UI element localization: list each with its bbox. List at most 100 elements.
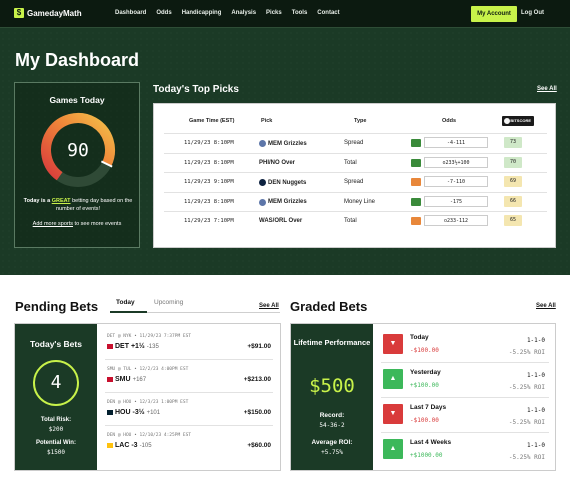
pick-time: 11/29/23 9:10PM (184, 179, 234, 185)
add-more-sports-link[interactable]: Add more sports (32, 221, 74, 227)
team-logo-icon (107, 344, 113, 349)
top-picks-see-all[interactable]: See All (537, 86, 557, 92)
top-picks-table: Game Time (EST) Pick Type Odds BITSCORE … (153, 103, 556, 248)
bet-meta: DEN @ HOU • 12/10/23 4:25PM EST (107, 433, 191, 438)
nav-link-analysis[interactable]: Analysis (231, 10, 257, 16)
bitscore-value: 66 (504, 195, 522, 207)
pending-bet-row[interactable]: SMU @ TUL • 12/2/23 4:00PM EST SMU +167 +$2… (105, 367, 273, 395)
tab-upcoming[interactable]: Upcoming (154, 299, 184, 306)
pick-odds[interactable]: -7-110 (424, 176, 488, 187)
bitscore-logo: BITSCORE (502, 116, 534, 126)
sportsbook-icon (411, 217, 421, 225)
arrow-up-icon: ▲ (383, 369, 403, 389)
add-sports-text: Add more sports to see more events (15, 221, 139, 227)
top-pick-row[interactable]: 11/29/23 8:10PM PHI/NO Over Total o233½+100… (164, 152, 547, 172)
games-count: 90 (67, 140, 89, 161)
period-label: Last 7 Days (410, 404, 447, 411)
period-roi: -5.25% ROI (508, 454, 545, 461)
total-risk-value: $200 (48, 426, 64, 433)
logout-link[interactable]: Log Out (521, 10, 544, 16)
pending-bet-row[interactable]: DEN @ HOU • 12/10/23 4:25PM EST LAC -3 -10… (105, 433, 273, 461)
nav-link-handicapping[interactable]: Handicapping (181, 10, 222, 16)
pick-time: 11/29/23 8:10PM (184, 198, 234, 205)
pick-time: 11/29/23 7:10PM (184, 218, 234, 224)
period-label: Yesterday (410, 369, 441, 376)
games-gauge (41, 113, 115, 187)
row-divider (105, 359, 273, 360)
row-divider (381, 432, 549, 433)
pick-name: WAS/ORL Over (259, 218, 302, 224)
period-amount: -$100.00 (410, 347, 439, 354)
desc-pre: Today is a (23, 198, 52, 204)
bet-pick-label: LAC -3 (115, 442, 138, 449)
pick-name: MEM Grizzles (259, 140, 307, 147)
top-pick-row[interactable]: 11/29/23 7:10PM WAS/ORL Over Total o233-112… (164, 211, 547, 230)
bet-amount: +$213.00 (243, 376, 271, 383)
nav-link-dashboard[interactable]: Dashboard (115, 10, 147, 16)
pick-odds[interactable]: o233-112 (424, 215, 488, 226)
row-divider (381, 397, 549, 398)
games-today-description: Today is a GREAT betting day based on th… (23, 197, 133, 213)
avg-roi-value: +5.75% (321, 449, 343, 456)
graded-period-row[interactable]: ▲ Yesterday +$100.00 1-1-0 -5.25% ROI (381, 365, 549, 399)
games-today-card: Games Today 90 Today is a GREAT betting … (14, 82, 140, 248)
period-record: 1-1-0 (526, 407, 545, 414)
pending-bet-row[interactable]: DEN @ HOU • 12/3/23 1:00PM EST HOU -3½ +10… (105, 400, 273, 428)
pick-time: 11/29/23 8:10PM (184, 159, 234, 166)
active-tab-indicator (110, 311, 147, 313)
arrow-down-icon: ▼ (383, 334, 403, 354)
add-sports-post: to see more events (73, 221, 122, 227)
my-account-button[interactable]: My Account (471, 6, 517, 22)
tab-today[interactable]: Today (116, 299, 135, 306)
team-logo-icon (259, 179, 266, 186)
logo[interactable]: $ GamedayMath (14, 8, 82, 18)
col-game-time: Game Time (EST) (189, 118, 235, 124)
period-label: Last 4 Weeks (410, 439, 452, 446)
col-type: Type (354, 118, 367, 124)
bet-pick: SMU +167 (107, 376, 146, 383)
graded-period-row[interactable]: ▼ Last 7 Days -$100.00 1-1-0 -5.25% ROI (381, 400, 549, 434)
pick-type: Total (344, 218, 357, 224)
nav-link-tools[interactable]: Tools (291, 10, 308, 16)
bet-meta: DEN @ HOU • 12/3/23 1:00PM EST (107, 400, 189, 405)
nav-link-picks[interactable]: Picks (266, 10, 282, 16)
pending-bet-row[interactable]: DET @ NYK • 11/29/23 7:37PM EST DET +1½ -1… (105, 334, 273, 362)
pick-name: DEN Nuggets (259, 179, 306, 186)
team-logo-icon (259, 198, 266, 206)
pick-name: MEM Grizzles (259, 198, 307, 206)
pick-name: PHI/NO Over (259, 160, 295, 166)
pick-type: Total (344, 159, 357, 166)
period-roi: -5.25% ROI (508, 349, 545, 356)
nav-link-odds[interactable]: Odds (156, 10, 172, 16)
period-record: 1-1-0 (526, 337, 545, 344)
pending-see-all[interactable]: See All (259, 303, 279, 309)
team-logo-icon (107, 410, 113, 415)
bitscore-value: 65 (504, 215, 522, 226)
pick-odds[interactable]: -4-111 (424, 137, 488, 148)
graded-see-all[interactable]: See All (536, 303, 556, 309)
top-pick-row[interactable]: 11/29/23 9:10PM DEN Nuggets Spread -7-110 69 (164, 172, 547, 191)
nav-link-contact[interactable]: Contact (317, 10, 340, 16)
potential-win-label: Potential Win: (36, 440, 76, 446)
arrow-down-icon: ▼ (383, 404, 403, 424)
top-pick-row[interactable]: 11/29/23 8:10PM MEM Grizzles Spread -4-111 7… (164, 133, 547, 152)
top-pick-row[interactable]: 11/29/23 8:10PM MEM Grizzles Money Line -17… (164, 191, 547, 211)
graded-period-row[interactable]: ▼ Today -$100.00 1-1-0 -5.25% ROI (381, 330, 549, 364)
pick-label: PHI/NO Over (259, 159, 296, 166)
logo-text: GamedayMath (27, 8, 82, 18)
bet-pick: HOU -3½ +101 (107, 409, 160, 416)
bet-odds: -105 (139, 442, 152, 449)
period-record: 1-1-0 (526, 442, 545, 449)
pending-bets-title: Pending Bets (15, 299, 99, 314)
sportsbook-icon (411, 158, 421, 167)
bet-pick-label: SMU (115, 376, 131, 383)
pending-bets-card: Today's Bets 4 Total Risk: $200 Potentia… (14, 323, 281, 471)
graded-period-row[interactable]: ▲ Last 4 Weeks +$1000.00 1-1-0 -5.25% ROI (381, 435, 549, 469)
lifetime-performance: Lifetime Performance $500 Record: 54-36-… (291, 324, 373, 470)
bet-pick: LAC -3 -105 (107, 442, 152, 449)
period-amount: -$100.00 (410, 417, 439, 424)
pick-odds[interactable]: -175 (424, 195, 488, 207)
pick-odds[interactable]: o233½+100 (424, 156, 488, 168)
period-record: 1-1-0 (526, 372, 545, 379)
pick-label: DEN Nuggets (268, 179, 307, 186)
